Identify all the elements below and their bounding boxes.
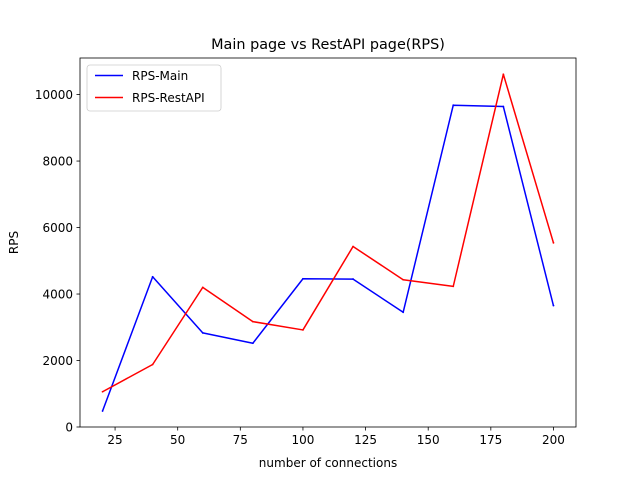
data-point-rps-restapi: [151, 363, 154, 366]
series-line-rps-restapi: [102, 73, 555, 393]
x-tick-label: 75: [233, 433, 248, 447]
x-tick-label: 50: [170, 433, 185, 447]
data-point-rps-restapi: [201, 286, 204, 289]
data-point-rps-restapi: [302, 329, 304, 331]
data-point-rps-main: [502, 105, 505, 108]
x-tick-label: 150: [417, 433, 440, 447]
y-tick-label: 0: [65, 421, 73, 435]
x-tick-label: 100: [291, 433, 314, 447]
data-point-rps-main: [251, 342, 254, 345]
y-axis-ticks: 0 2000 4000 6000 8000 10000: [35, 88, 80, 435]
series-layer: [101, 73, 555, 412]
data-point-rps-restapi: [251, 320, 254, 323]
y-tick-label: 10000: [35, 88, 73, 102]
data-point-rps-main: [452, 104, 455, 107]
data-point-rps-restapi: [402, 278, 405, 281]
data-point-rps-restapi: [352, 245, 354, 248]
data-point-rps-restapi: [552, 241, 555, 244]
chart-title: Main page vs RestAPI page(RPS): [211, 37, 445, 53]
series-line-rps-main: [101, 104, 555, 412]
data-point-rps-main: [352, 278, 354, 280]
data-point-rps-restapi: [101, 390, 104, 393]
x-axis-ticks: 25 50 75 100 125 150 175 200: [107, 427, 565, 447]
data-point-rps-main: [552, 304, 555, 307]
data-point-rps-main: [402, 311, 405, 314]
y-tick-label: 8000: [42, 155, 73, 169]
data-point-rps-main: [151, 275, 154, 278]
legend-label-rps-restapi: RPS-RestAPI: [132, 91, 205, 105]
data-point-rps-main: [201, 332, 204, 334]
y-axis-label: RPS: [7, 231, 21, 254]
legend-label-rps-main: RPS-Main: [132, 69, 188, 83]
data-point-rps-restapi: [452, 285, 455, 288]
plot-frame: [79, 57, 577, 428]
legend-box: [86, 64, 222, 112]
x-tick-label: 125: [354, 433, 377, 447]
y-tick-label: 6000: [42, 221, 73, 235]
data-point-rps-main: [302, 277, 304, 280]
x-tick-label: 200: [542, 433, 565, 447]
y-tick-label: 2000: [42, 354, 73, 368]
x-axis-label: number of connections: [259, 456, 397, 470]
data-point-rps-restapi: [502, 73, 505, 76]
legend: RPS-Main RPS-RestAPI: [86, 64, 222, 112]
data-point-rps-main: [101, 410, 104, 412]
y-tick-label: 4000: [42, 288, 73, 302]
plot-area: [80, 58, 576, 427]
x-tick-label: 175: [479, 433, 502, 447]
x-tick-label: 25: [107, 433, 122, 447]
